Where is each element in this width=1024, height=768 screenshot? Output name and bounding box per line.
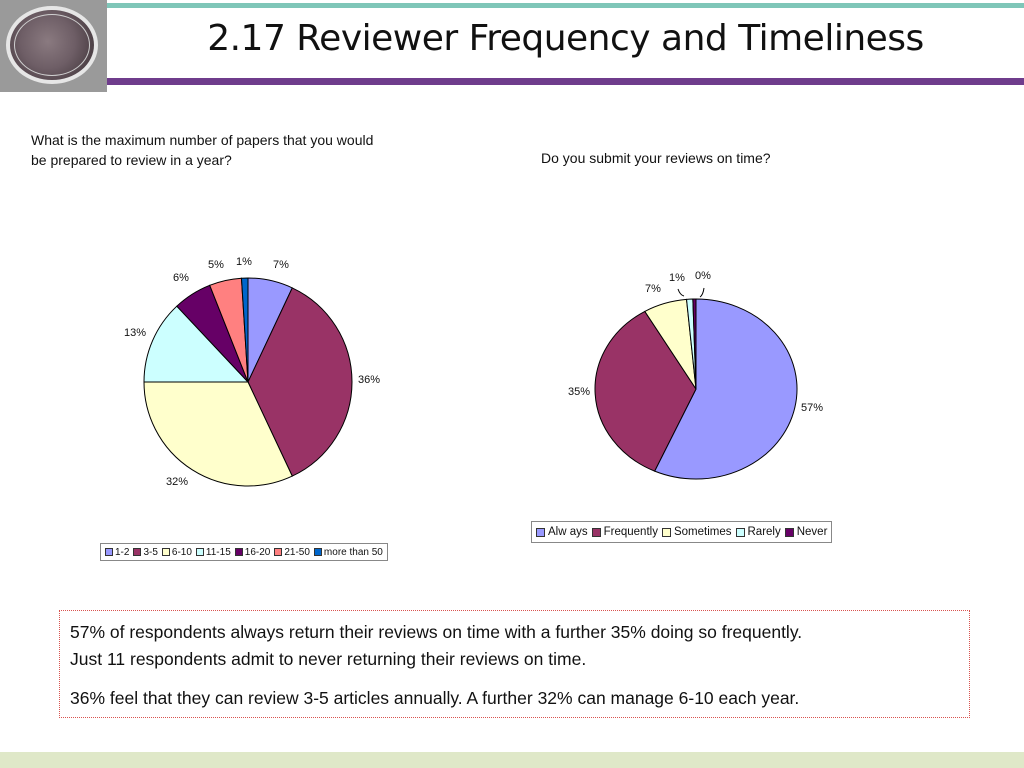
legend-swatch: [234, 548, 243, 556]
legend-label: Rarely: [747, 526, 781, 538]
legend-label: 16-20: [244, 546, 271, 558]
legend-label: more than 50: [323, 546, 383, 558]
chart2-legend-item: Never: [784, 526, 828, 538]
chart1-legend-item: 16-20: [234, 546, 271, 558]
logo-image: [0, 0, 107, 92]
chart2-legend-item: Sometimes: [661, 526, 732, 538]
chart1-legend-item: 21-50: [274, 547, 310, 558]
slide-title: 2.17 Reviewer Frequency and Timeliness: [207, 18, 924, 59]
chart2-label-4: 0%: [695, 270, 711, 282]
chart2-slice-never: [692, 298, 697, 390]
chart2-label-0: 57%: [801, 402, 823, 414]
chart2-legend-item: Frequently: [591, 526, 658, 538]
chart2-label-3: 1%: [669, 272, 685, 284]
legend-label: Sometimes: [673, 526, 732, 538]
header-accent-bar: [107, 3, 1024, 8]
legend-label: Frequently: [603, 526, 658, 538]
chart1-slice-more-than-50: [240, 277, 249, 383]
summary-line-2: Just 11 respondents admit to never retur…: [70, 649, 587, 669]
legend-swatch: [661, 527, 671, 537]
legend-swatch: [105, 548, 113, 556]
legend-swatch: [536, 527, 545, 537]
chart2-legend-item: Rarely: [735, 526, 781, 538]
pie-charts: 7% 36% 32% 13% 6% 5% 1% 57% 35% 7% 1% 0%: [124, 256, 823, 488]
chart1-legend-item: 1-2: [105, 547, 129, 558]
chart2-label-1: 35%: [568, 386, 590, 398]
chart1-label-2: 32%: [166, 476, 188, 488]
legend-swatch: [133, 548, 142, 556]
legend-swatch: [784, 527, 794, 537]
legend-swatch: [274, 548, 283, 556]
summary-textbox: 57% of respondents always return their r…: [59, 610, 970, 718]
chart2-legend-item: Alw ays: [536, 526, 588, 538]
footer-band: [0, 752, 1024, 768]
legend-label: 6-10: [171, 546, 192, 558]
summary-paragraph-2: 36% feel that they can review 3-5 articl…: [70, 688, 800, 708]
chart2-leader-lines: [677, 287, 705, 298]
chart1-legend-item: 11-15: [195, 546, 231, 558]
summary-paragraph-1: 57% of respondents always return their r…: [70, 619, 959, 673]
chart1-label-5: 5%: [208, 259, 224, 271]
chart1-slice-6-10: [143, 381, 293, 487]
summary-line-1: 57% of respondents always return their r…: [70, 622, 803, 642]
legend-label: 11-15: [205, 546, 231, 558]
chart1-label-1: 36%: [358, 374, 380, 386]
legend-swatch: [735, 527, 745, 537]
chart2-slice-always: [653, 298, 798, 480]
legend-swatch: [591, 527, 601, 537]
chart1-legend-item: 3-5: [133, 546, 158, 558]
legend-label: 3-5: [143, 546, 158, 558]
header-divider-bar: [107, 78, 1024, 85]
chart2-question: Do you submit your reviews on time?: [541, 150, 771, 166]
chart1-label-3: 13%: [124, 327, 146, 339]
chart1-legend: 1-2 3-5 6-10 11-15 16-20 21-50 more than 50: [100, 543, 388, 561]
legend-swatch: [313, 548, 322, 556]
legend-swatch: [161, 548, 170, 556]
chart1-label-0: 7%: [273, 259, 289, 271]
chart1-slice-11-15: [143, 305, 250, 383]
chart1-legend-item: 6-10: [161, 546, 192, 558]
legend-swatch: [195, 548, 204, 556]
chart2-label-2: 7%: [645, 283, 661, 295]
chart2-legend: Alw ays Frequently Sometimes Rarely Never: [531, 521, 833, 543]
legend-label: 1-2: [115, 546, 130, 558]
chart1-slice-3-5: [247, 287, 353, 477]
legend-label: Alw ays: [548, 526, 588, 538]
chart1-label-4: 6%: [173, 272, 189, 284]
chart1-label-6: 1%: [236, 256, 252, 268]
legend-label: Never: [796, 526, 828, 538]
chart1-legend-item: more than 50: [313, 546, 383, 558]
chart1-question: What is the maximum number of papers tha…: [31, 132, 374, 168]
legend-label: 21-50: [284, 546, 310, 558]
